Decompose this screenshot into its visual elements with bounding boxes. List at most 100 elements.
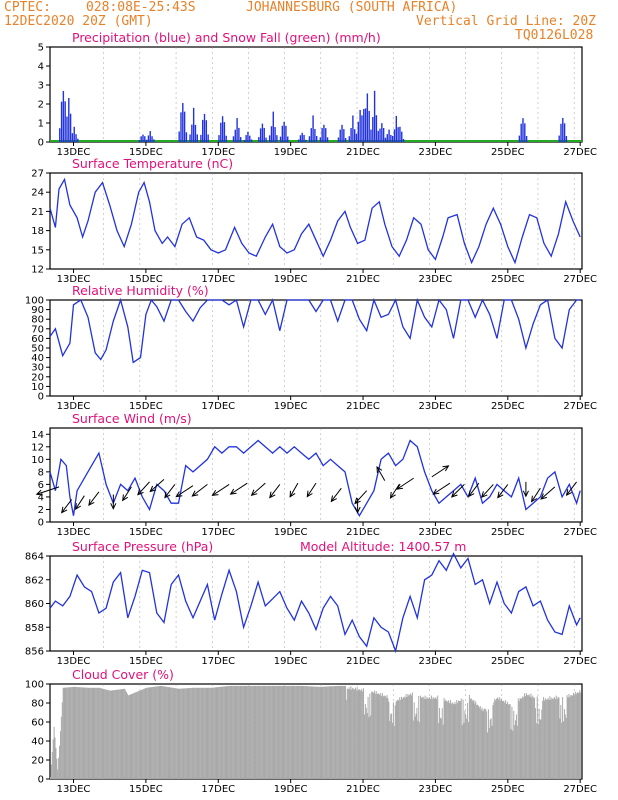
x-tick-label: 23DEC <box>419 274 453 285</box>
cloud-bar <box>75 686 77 779</box>
precip-bar <box>399 126 401 142</box>
cloud-bar <box>452 703 454 779</box>
cloud-bar <box>169 687 171 779</box>
wind-arrow-head <box>468 490 475 498</box>
precip-bar <box>401 131 403 142</box>
cloud-bar <box>208 687 210 779</box>
cloud-bar <box>131 693 133 779</box>
cloud-bar <box>460 698 462 779</box>
cloud-bar <box>58 757 60 779</box>
x-tick-label: 13DEC <box>57 147 91 158</box>
wind-arrow <box>354 490 368 504</box>
cloud-bar <box>170 687 172 779</box>
precip-bar <box>272 111 274 142</box>
cloud-bar <box>88 687 90 779</box>
cloud-bar <box>78 687 80 779</box>
cloud-bar <box>173 688 175 779</box>
x-tick-label: 15DEC <box>129 527 163 538</box>
cloud-bar <box>143 688 145 779</box>
cloud-bar <box>123 688 125 779</box>
cloud-bar <box>401 698 403 779</box>
cloud-bar <box>559 718 561 779</box>
cloud-bar <box>382 693 384 779</box>
wind-arrow-head <box>74 503 82 511</box>
panel-title: Relative Humidity (%) <box>72 283 209 298</box>
precip-bar <box>341 124 343 142</box>
y-tick-label: 40 <box>31 353 44 364</box>
wind-arrow <box>531 487 541 502</box>
cloud-bar <box>233 685 235 779</box>
cloud-bar <box>417 720 419 779</box>
cloud-bar <box>430 699 431 779</box>
cloud-bar <box>468 721 469 779</box>
precip-bar <box>151 136 153 142</box>
cloud-bar <box>76 687 78 779</box>
wind-arrow <box>432 482 451 495</box>
wind-arrow-head <box>289 490 296 498</box>
cloud-bar <box>392 722 393 779</box>
cloud-bar <box>107 689 108 779</box>
cloud-bar <box>463 722 465 779</box>
cloud-bar <box>213 687 215 779</box>
x-tick-label: 21DEC <box>346 147 380 158</box>
precip-bar <box>69 113 72 142</box>
cloud-bar <box>92 687 94 779</box>
cloud-bar <box>51 751 53 779</box>
x-tick-label: 13DEC <box>57 527 91 538</box>
y-tick-label: 1 <box>38 119 44 130</box>
x-tick-label: 13DEC <box>57 784 91 795</box>
cloud-bar <box>433 698 435 779</box>
cloud-bar <box>203 687 205 779</box>
cloud-bar <box>97 687 99 779</box>
cloud-bar <box>306 686 308 779</box>
cloud-bar <box>245 685 247 779</box>
cloud-bar <box>326 686 328 779</box>
cloud-bar <box>527 695 529 779</box>
cloud-bar <box>323 686 325 779</box>
precip-bar <box>64 101 66 142</box>
x-tick-label: 23DEC <box>419 527 453 538</box>
cloud-bar <box>437 695 439 779</box>
cloud-bar <box>396 700 398 779</box>
cloud-bar <box>510 729 512 779</box>
y-tick-label: 15 <box>31 245 44 256</box>
cloud-bar <box>563 721 564 779</box>
series-line <box>49 439 581 517</box>
cloud-bar <box>156 686 158 779</box>
wind-arrow <box>122 486 132 501</box>
precip-bar <box>319 137 322 142</box>
x-tick-label: 15DEC <box>129 401 163 412</box>
precip-bar <box>232 136 235 142</box>
cloud-bar <box>412 720 414 779</box>
cloud-bar <box>316 686 317 779</box>
wind-arrow-head <box>191 490 199 497</box>
y-tick-label: 862 <box>25 575 44 586</box>
cloud-bar <box>385 697 387 779</box>
cloud-bar <box>472 701 474 779</box>
precip-bar <box>68 97 70 142</box>
cloud-bar <box>185 688 187 779</box>
wind-arrow <box>61 499 73 513</box>
cloud-bar <box>283 685 285 779</box>
wind-arrow-head <box>330 495 337 503</box>
cloud-bar <box>77 687 79 779</box>
precip-bar <box>149 131 151 142</box>
cloud-bar <box>256 685 258 779</box>
cloud-bar <box>278 685 279 779</box>
cloud-bar <box>441 708 443 779</box>
cloud-bar <box>72 686 74 779</box>
cloud-bar <box>342 685 344 779</box>
cloud-bar <box>265 685 267 779</box>
cloud-bar <box>494 698 496 779</box>
cloud-bar <box>253 685 255 779</box>
cloud-bar <box>543 696 545 779</box>
cloud-bar <box>82 687 84 779</box>
cloud-bar <box>515 720 517 779</box>
x-tick-label: 27DEC <box>563 401 597 412</box>
header-run: 12DEC2020 20Z (GMT) <box>4 14 153 29</box>
x-tick-label: 13DEC <box>57 274 91 285</box>
cloud-bar <box>152 686 154 779</box>
precip-bar <box>325 128 327 142</box>
precip-bar <box>565 136 568 142</box>
precip-bar <box>397 127 399 142</box>
